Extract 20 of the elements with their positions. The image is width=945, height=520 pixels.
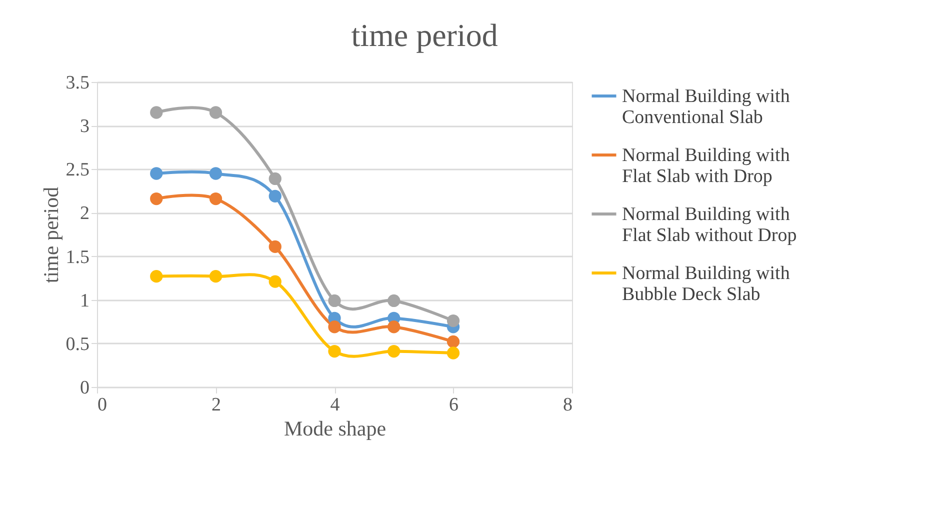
y-axis-title: time period	[38, 186, 63, 284]
legend-label: Normal Building with Flat Slab with Drop	[622, 145, 790, 187]
y-tick-label: 3.5	[66, 72, 90, 94]
legend-label: Normal Building with Bubble Deck Slab	[622, 263, 790, 305]
y-tick-label: 0	[80, 378, 90, 398]
chart-title: time period	[351, 17, 498, 53]
legend-label: Normal Building with Conventional Slab	[622, 86, 790, 128]
x-tick-label: 4	[330, 394, 340, 416]
y-tick-label: 2.5	[66, 160, 90, 181]
x-axis-title: Mode shape	[284, 416, 386, 440]
y-tick-label: 2	[80, 203, 90, 224]
x-tick-label: 2	[212, 394, 221, 416]
y-tick-label: 1	[80, 290, 90, 312]
y-tick-label: 3	[80, 116, 90, 138]
x-tick-label: 6	[449, 394, 458, 416]
x-tick-label: 8	[563, 394, 572, 416]
x-tick-label: 0	[98, 394, 107, 416]
legend-label: Normal Building with Flat Slab without Drop	[622, 204, 797, 246]
y-tick-label: 1.5	[66, 246, 90, 268]
y-tick-label: 0.5	[66, 334, 90, 355]
